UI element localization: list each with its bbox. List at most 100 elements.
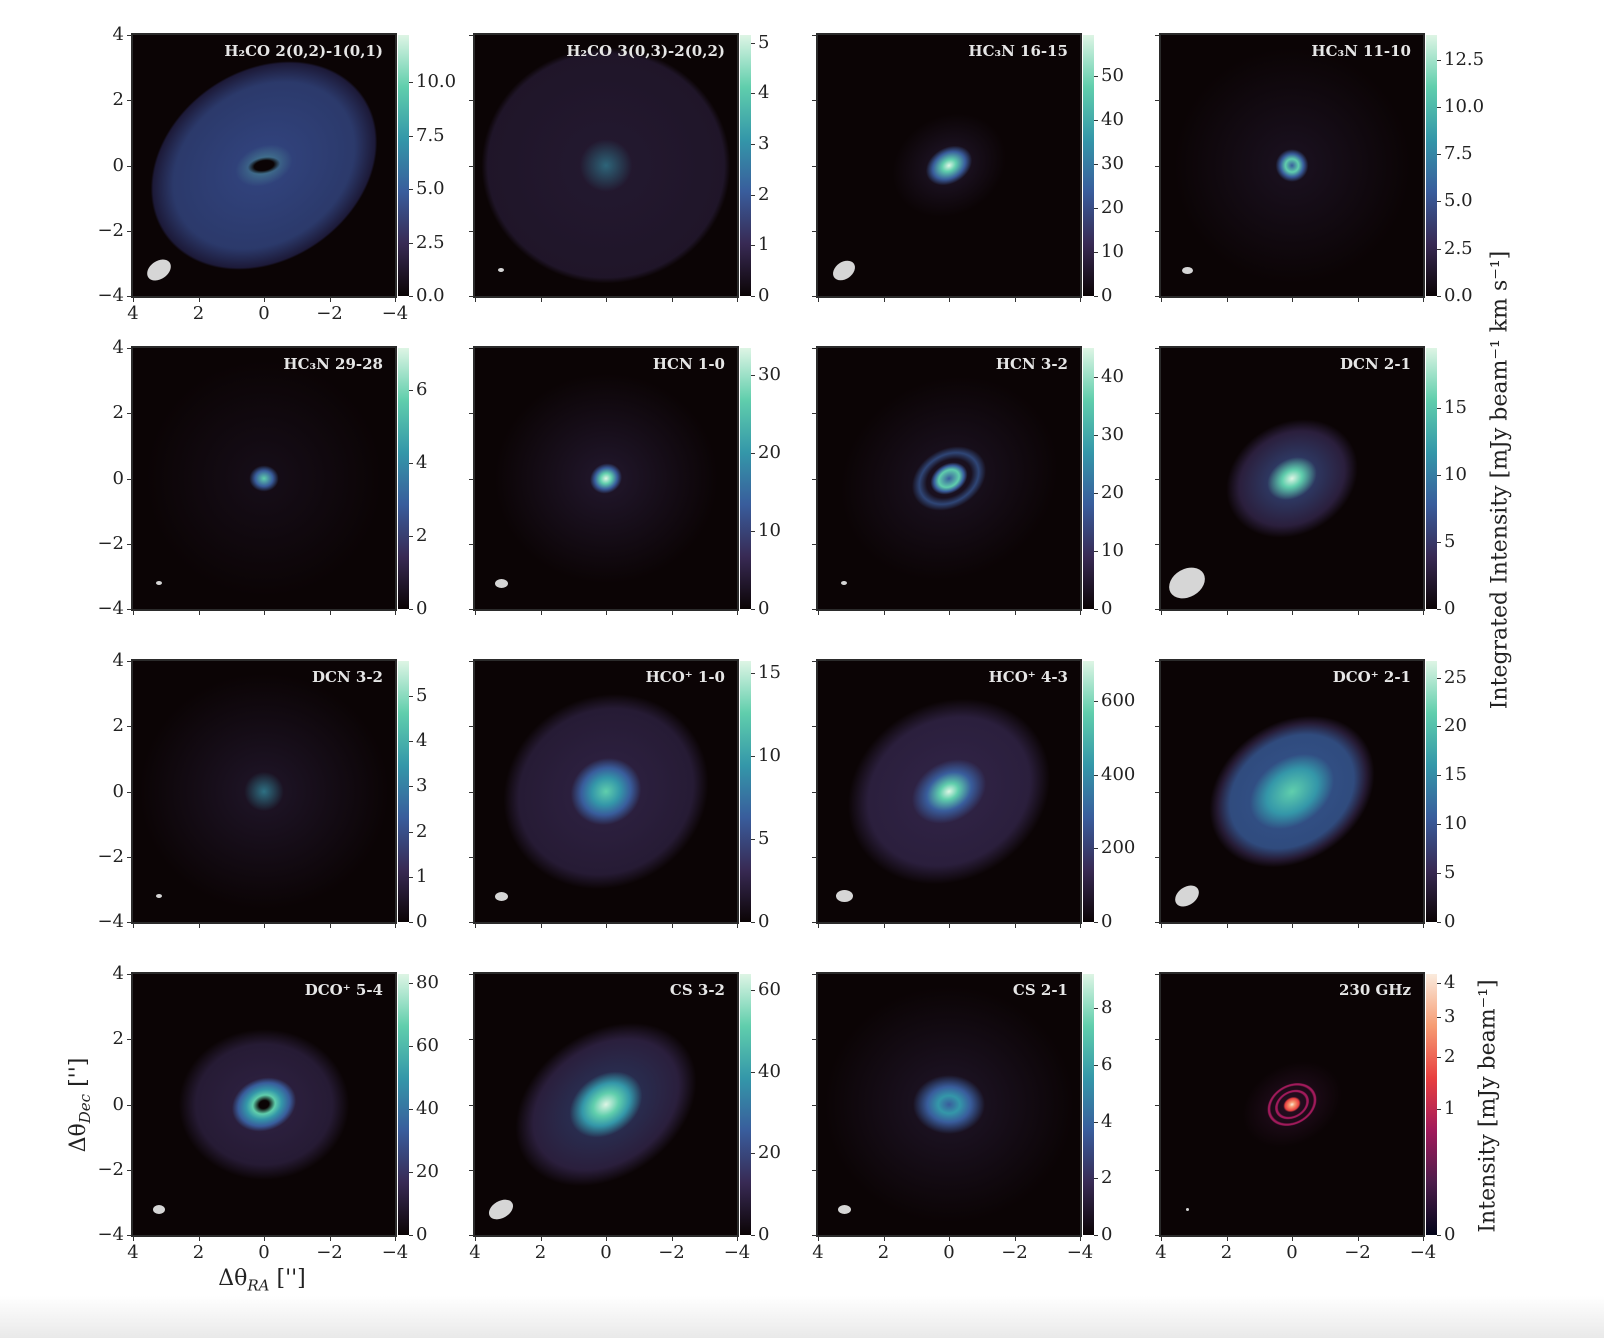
x-tick	[198, 297, 200, 302]
map-panel: DCN 2-1	[1161, 348, 1423, 609]
panel-title: HC₃N 11-10	[1311, 42, 1411, 60]
colorbar-tick-label: 6	[416, 378, 428, 400]
colorbar-tick-label: 15	[1444, 397, 1467, 419]
y-axis-label: ΔθDec ['']	[66, 1058, 94, 1153]
y-tick	[1155, 478, 1160, 480]
colorbar-tick	[751, 42, 755, 44]
x-tick	[133, 297, 134, 302]
y-tick-label: 0	[112, 780, 124, 802]
colorbar-tick-label: 3	[416, 775, 428, 797]
colorbar-tick	[751, 296, 755, 297]
y-tick	[1155, 413, 1160, 415]
y-tick	[469, 478, 474, 480]
map-panel: HCN 1-0	[475, 348, 737, 609]
colorbar-tick-label: 60	[416, 1035, 439, 1057]
x-tick	[329, 610, 331, 615]
colorbar-tick	[409, 1046, 413, 1048]
y-tick	[127, 100, 132, 102]
colorbar-tick-label: 30	[758, 364, 781, 386]
x-tick	[606, 1236, 607, 1241]
y-tick-label: −2	[97, 845, 124, 867]
x-tick	[1292, 297, 1293, 302]
colorbar-tick-label: 20	[1101, 482, 1124, 503]
colorbar-tick-label: 12.5	[1444, 48, 1485, 70]
x-tick	[1014, 1236, 1016, 1241]
x-tick	[475, 297, 476, 302]
y-tick	[127, 543, 132, 545]
colorbar	[398, 35, 409, 296]
x-tick	[540, 297, 542, 302]
colorbar-tick-label: 6	[1101, 1053, 1113, 1075]
x-tick	[818, 610, 819, 615]
colorbar-tick	[1094, 609, 1098, 610]
colorbar-tick	[751, 1071, 755, 1073]
x-tick	[133, 1236, 134, 1241]
x-tick	[1292, 610, 1293, 615]
colorbar-tick-label: 20	[1444, 715, 1467, 737]
colorbar-tick-label: 0.0	[1444, 285, 1473, 306]
y-tick	[1155, 1104, 1160, 1106]
emission-layer	[475, 974, 737, 1235]
y-tick	[812, 791, 817, 793]
x-tick	[1014, 610, 1016, 615]
x-tick-label: 4	[1155, 1242, 1167, 1263]
x-tick	[1080, 1236, 1081, 1241]
colorbar-tick	[409, 831, 413, 833]
y-tick-label: 4	[112, 337, 124, 358]
emission-layer	[475, 348, 737, 609]
x-tick	[1080, 923, 1081, 928]
y-axis-label-sub: Dec	[76, 1093, 95, 1124]
beam-ellipse	[1181, 266, 1193, 274]
y-tick	[812, 296, 817, 297]
y-tick	[1155, 661, 1160, 662]
map-panel: 230 GHz	[1161, 974, 1423, 1235]
colorbar-tick-label: 4	[1101, 1110, 1113, 1132]
x-tick-label: 2	[192, 303, 205, 324]
colorbar-tick	[409, 135, 413, 137]
colorbar-tick	[409, 296, 413, 297]
colorbar-tick	[1437, 873, 1441, 875]
x-tick	[133, 923, 134, 928]
y-tick-label: 4	[112, 650, 124, 671]
y-tick	[812, 1039, 817, 1041]
x-tick	[1080, 297, 1081, 302]
colorbar-tick-label: 2	[758, 183, 770, 205]
x-tick	[883, 297, 885, 302]
y-tick-label: 4	[112, 963, 124, 984]
colorbar-tick	[1437, 106, 1441, 108]
x-tick-label: 2	[192, 1242, 205, 1263]
colorbar-tick	[409, 609, 413, 610]
colorbar-tick-label: 0	[758, 911, 770, 932]
emission-layer	[1161, 661, 1423, 922]
colorbar-tick	[751, 194, 755, 196]
x-tick	[949, 610, 950, 615]
panel-title: HCO⁺ 4-3	[988, 668, 1068, 686]
y-tick	[469, 726, 474, 728]
x-tick	[818, 1236, 819, 1241]
y-tick	[812, 543, 817, 545]
y-tick	[127, 1104, 132, 1106]
y-tick	[812, 165, 817, 167]
x-tick-label: −2	[316, 303, 343, 324]
x-tick	[1423, 610, 1424, 615]
map-panel: HC₃N 11-10	[1161, 35, 1423, 296]
colorbar-tick-label: 0	[1101, 1224, 1113, 1245]
y-tick-label: −2	[97, 219, 124, 241]
x-tick-label: −4	[381, 303, 409, 324]
y-tick	[127, 296, 132, 297]
colorbar-tick	[1437, 824, 1441, 826]
emission-layer	[133, 348, 395, 609]
x-tick-label: 4	[812, 1242, 824, 1263]
colorbar-tick-label: 0	[416, 911, 428, 932]
x-tick	[540, 610, 542, 615]
colorbar-tick-label: 200	[1101, 837, 1136, 859]
map-panel: DCO⁺ 5-4	[133, 974, 395, 1235]
colorbar-tick	[751, 1153, 755, 1155]
y-tick	[1155, 100, 1160, 102]
x-tick	[1080, 610, 1081, 615]
colorbar-tick-label: 25	[1444, 666, 1467, 688]
x-tick	[264, 610, 265, 615]
colorbar	[398, 661, 409, 922]
colorbar-tick-label: 20	[758, 442, 781, 464]
colorbar-tick-label: 8	[1101, 997, 1113, 1019]
